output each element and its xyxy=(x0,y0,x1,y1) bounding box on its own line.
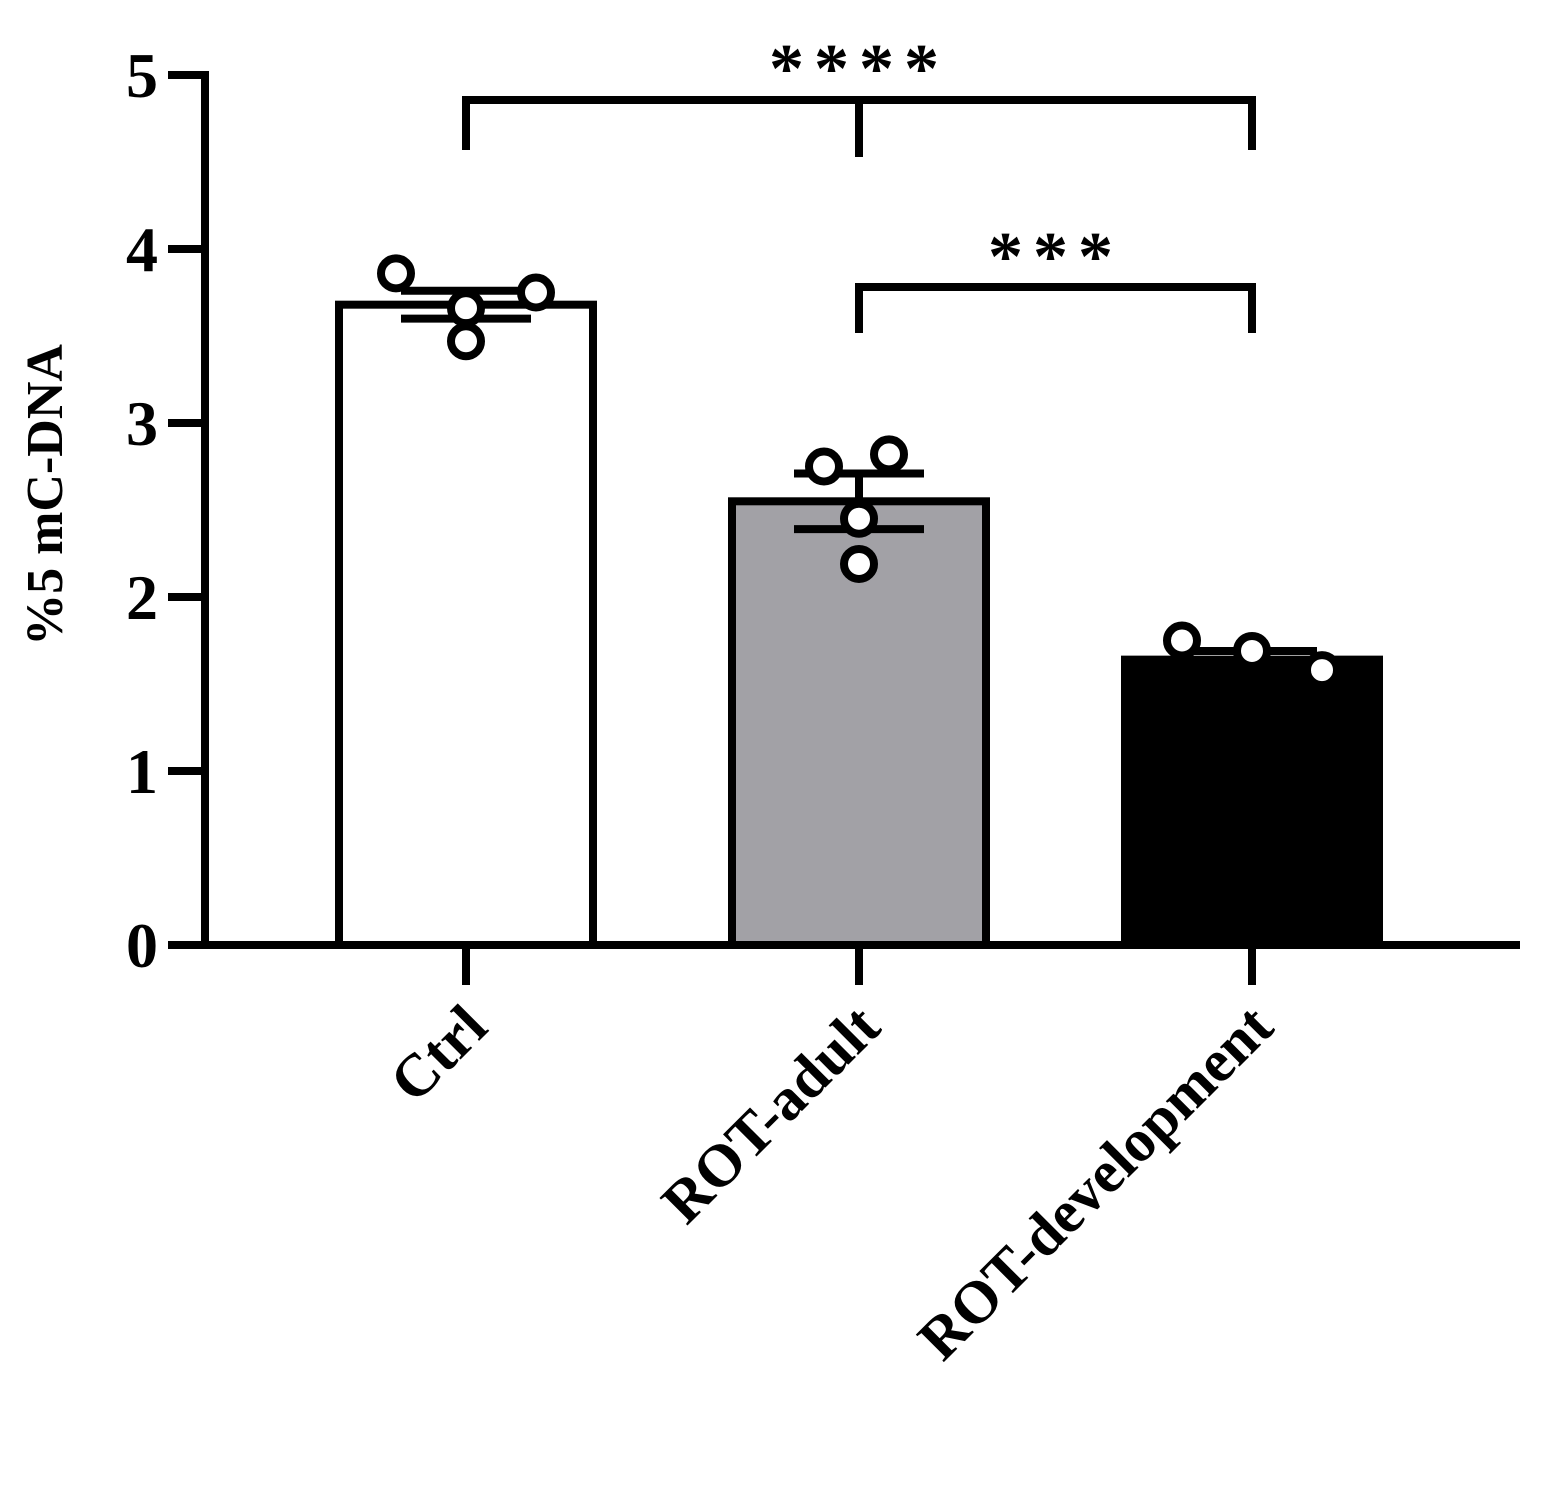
data-point xyxy=(517,273,555,312)
y-tick-label: 1 xyxy=(126,736,158,807)
bar-rot-development xyxy=(1121,655,1383,949)
bars-layer xyxy=(335,300,1383,949)
significance-bracket xyxy=(855,283,1256,333)
y-tick-label: 3 xyxy=(126,388,158,459)
data-point xyxy=(447,322,485,361)
y-tick-label: 0 xyxy=(126,910,158,981)
data-point xyxy=(1303,651,1341,690)
significance-label: *** xyxy=(988,219,1123,296)
significance-label: **** xyxy=(769,31,949,108)
x-tick-label-rot-development: ROT-development xyxy=(905,993,1285,1373)
significance-layer: ******* xyxy=(462,31,1256,333)
data-point xyxy=(870,435,908,474)
bar-ctrl xyxy=(335,300,597,949)
data-point xyxy=(1233,631,1271,670)
y-tick-label: 4 xyxy=(126,214,158,285)
data-point xyxy=(377,254,415,293)
data-point xyxy=(840,499,878,538)
data-point xyxy=(840,544,878,583)
data-point xyxy=(805,447,843,486)
y-axis-label: %5 mC-DNA xyxy=(17,344,74,646)
y-tick-label: 5 xyxy=(126,40,158,111)
y-tick-label: 2 xyxy=(126,562,158,633)
x-tick-label-rot-adult: ROT-adult xyxy=(649,993,892,1236)
data-point xyxy=(447,289,485,328)
x-tick-label-ctrl: Ctrl xyxy=(377,993,499,1115)
data-points-layer xyxy=(377,254,1341,691)
data-point xyxy=(1163,621,1201,660)
